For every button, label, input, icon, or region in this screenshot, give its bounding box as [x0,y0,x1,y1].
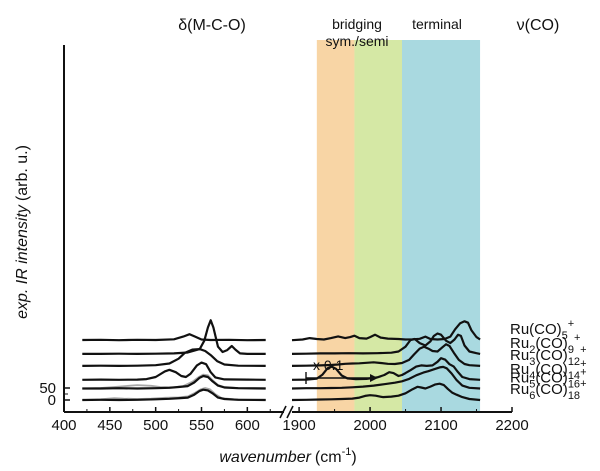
series-5: Ru6(CO)18+ [82,378,587,402]
series-4: Ru5(CO)16+ [82,365,587,390]
bending-region-label: δ(M-C-O) [178,17,246,34]
series-0-label: Ru(CO)5+ [510,318,574,342]
scale-annotation: x 0.1 [305,357,378,384]
series-0: Ru(CO)5+ [82,318,574,342]
series-4-bending-trace [82,374,266,390]
band-semi-bridging [354,40,402,412]
x-axis-title: wavenumber (cm-1) [219,446,356,466]
axis-break-marks [279,405,294,419]
axes [63,45,512,419]
series-1-bending-trace [82,319,266,355]
series-2-label: Ru3(CO)12+ [510,344,587,368]
series-5-bending-trace [82,388,266,402]
series-5-label: Ru6(CO)18+ [510,378,587,402]
x-tick-label-right-3: 2200 [495,417,528,434]
x-tick-label-left-1: 450 [97,417,122,434]
series-2-bending-trace [82,348,266,367]
series-1-label: Ru2(CO)9+ [510,332,580,356]
y-tick-label-1: 50 [39,380,56,397]
x-tick-label-left-4: 600 [235,417,260,434]
y-tick-label-0: 0 [48,392,56,409]
series-3-bending-trace [82,361,266,381]
x-tick-label-left-2: 500 [143,417,168,434]
x-tick-label-right-1: 2000 [353,417,386,434]
terminal-band-label: terminal [412,16,462,32]
tick-marks: 400 450 500 550 600 1900 2000 2100 2200 050 [39,380,528,434]
scale-annotation-text: x 0.1 [313,357,344,373]
x-tick-label-right-2: 2100 [424,417,457,434]
x-tick-label-right-0: 1900 [282,417,315,434]
series-3: Ru4(CO)14+ [82,357,587,382]
series-1-stretch-trace [291,332,481,355]
series-2-stretch-trace [291,343,481,367]
series-3-stretch-trace [291,357,481,381]
spectra-series: Ru(CO)5+Ru2(CO)9+Ru3(CO)12+Ru4(CO)14+Ru5… [82,318,587,402]
band-bridging [316,40,355,412]
series-5-stretch-trace [291,382,481,402]
series-1: Ru2(CO)9+ [82,319,580,356]
series-2: Ru3(CO)12+ [82,343,587,368]
series-0-bending-trace [82,333,266,342]
series-0-stretch-trace [291,320,481,342]
y-axis-title: exp. IR intensity(arb. u.) [14,145,31,319]
sym-semi-band-label: sym./semi [326,33,389,49]
bridging-band-label: bridging [332,16,382,32]
x-tick-label-left-0: 400 [51,417,76,434]
series-4-stretch-trace [291,365,481,390]
series-4-label: Ru5(CO)16+ [510,366,587,390]
x-tick-label-left-3: 550 [189,417,214,434]
series-3-label: Ru4(CO)14+ [510,358,587,382]
stretch-region-label: ν(CO) [517,17,560,34]
